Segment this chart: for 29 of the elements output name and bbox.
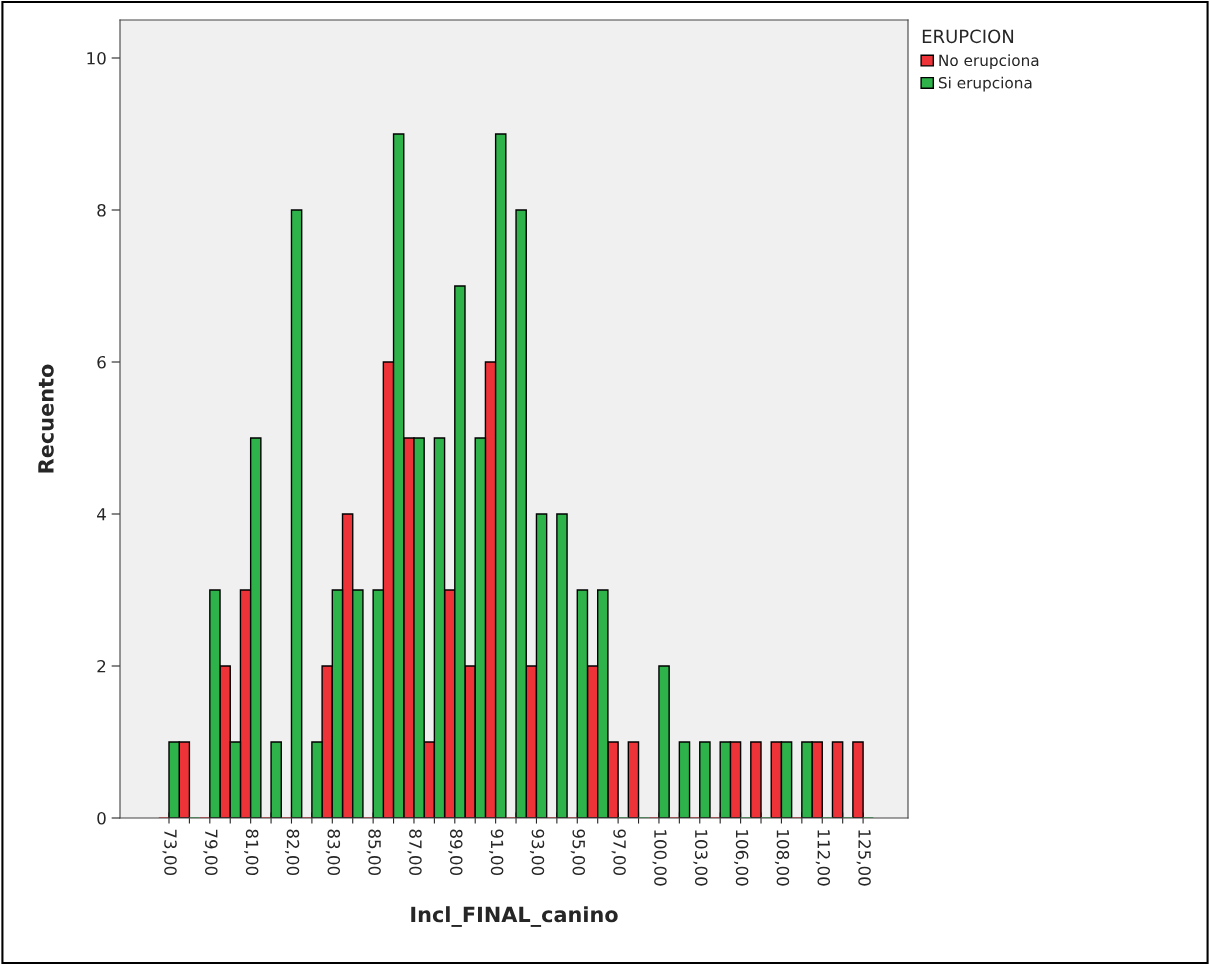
x-tick-label: 100,00	[652, 830, 667, 886]
x-tick-label: 106,00	[734, 830, 749, 886]
y-tick-label: 6	[97, 355, 106, 369]
x-tick-label: 85,00	[366, 829, 381, 876]
x-tick-label: 97,00	[611, 829, 626, 876]
x-tick-label: 89,00	[448, 829, 463, 876]
x-tick-label: 83,00	[325, 829, 341, 876]
y-axis-title: Recuento	[38, 364, 54, 473]
y-tick-label: 8	[97, 203, 106, 217]
x-tick-label: 79,00	[203, 829, 218, 876]
x-tick-label: 95,00	[570, 829, 586, 876]
x-tick-label: 91,00	[489, 829, 504, 876]
legend-title: ERUPCION	[922, 29, 1014, 44]
x-axis-title: Incl_FINAL_canino	[411, 906, 618, 927]
x-tick-label: 82,00	[284, 829, 300, 876]
x-tick-label: 103,00	[693, 830, 708, 886]
legend-label: Si erupciona	[938, 76, 1032, 92]
x-tick-label: 87,00	[407, 829, 422, 876]
y-tick-label: 10	[87, 51, 106, 65]
y-tick-label: 2	[97, 659, 106, 673]
x-tick-label: 93,00	[529, 829, 545, 876]
x-tick-label: 108,00	[774, 830, 790, 886]
y-tick-label: 0	[97, 811, 106, 825]
x-tick-label: 73,00	[162, 829, 177, 876]
x-tick-label: 112,00	[815, 830, 831, 886]
x-tick-label: 125,00	[856, 830, 871, 886]
legend-label: No erupciona	[939, 54, 1039, 70]
x-tick-label: 81,00	[244, 829, 259, 876]
y-tick-label: 4	[97, 508, 106, 521]
